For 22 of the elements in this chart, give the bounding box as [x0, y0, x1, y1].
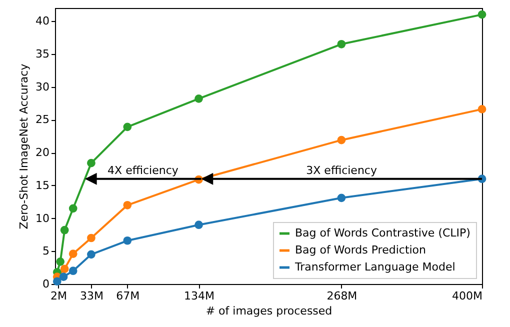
y-tick-label: 40: [36, 14, 50, 28]
y-tick-label: 20: [36, 146, 50, 160]
y-tick-label: 35: [36, 48, 50, 60]
x-tick-label: 67M: [116, 290, 140, 302]
y-tick-label: 0: [42, 278, 50, 290]
y-axis-title: Zero-Shot ImageNet Accuracy: [18, 63, 31, 230]
x-axis-title: # of images processed: [206, 304, 332, 318]
legend-label: Transformer Language Model: [294, 260, 456, 274]
x-tick-label: 2M: [50, 290, 67, 302]
legend-label: Bag of Words Prediction: [295, 244, 426, 256]
x-tick-label: 400M: [452, 290, 482, 302]
x-tick-label: 33M: [80, 290, 104, 302]
y-tick-label: 30: [36, 80, 50, 94]
legend-label: Bag of Words Contrastive (CLIP): [295, 226, 470, 240]
y-tick-label: 25: [36, 113, 50, 126]
y-tick-label: 5: [42, 244, 50, 258]
annotation: 4X efficiency: [108, 164, 179, 177]
x-tick-label: 268M: [326, 290, 358, 302]
x-tick-label: 134M: [184, 290, 215, 302]
y-tick-label: 10: [36, 212, 50, 225]
annotation: 3X efficiency: [306, 164, 378, 177]
y-tick-label: 15: [36, 178, 50, 192]
